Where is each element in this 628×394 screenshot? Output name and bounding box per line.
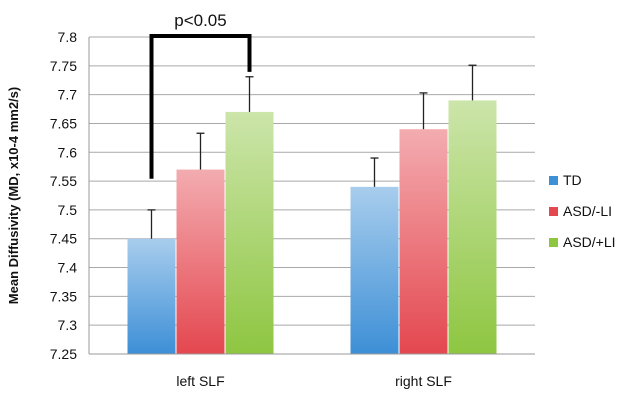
bar-asd-li-1 (399, 129, 448, 354)
legend-label: ASD/+LI (563, 234, 616, 250)
legend: TD ASD/-LI ASD/+LI (549, 172, 616, 250)
x-category-label: right SLF (395, 373, 452, 389)
y-tick-label: 7.25 (50, 346, 77, 362)
y-tick-label: 7.4 (58, 260, 78, 276)
x-axis-labels: left SLF right SLF (176, 373, 452, 389)
legend-label: TD (563, 172, 582, 188)
bar-td-1 (350, 186, 399, 354)
y-tick-label: 7.8 (58, 29, 78, 45)
y-tick-label: 7.3 (58, 317, 78, 333)
legend-label: ASD/-LI (563, 203, 612, 219)
y-tick-label: 7.5 (58, 202, 78, 218)
error-bars (147, 64, 477, 239)
y-tick-label: 7.55 (50, 173, 77, 189)
significance-label: p<0.05 (174, 11, 226, 30)
bracket-line (149, 34, 252, 179)
x-category-label: left SLF (176, 373, 224, 389)
legend-swatch (549, 207, 558, 216)
y-axis-ticks: 7.25 7.3 7.35 7.4 7.45 7.5 7.55 7.6 7.65 7.7 7.75 7… (50, 29, 77, 362)
y-tick-label: 7.75 (50, 58, 77, 74)
bars (127, 100, 497, 355)
legend-swatch (549, 238, 558, 247)
y-tick-label: 7.65 (50, 115, 77, 131)
bar-asd-li-1 (448, 100, 497, 355)
legend-swatch (549, 176, 558, 185)
y-axis-label: Mean Diffusivity (MD, x10-4 mm2/s) (6, 87, 21, 304)
bar-asd-li-0 (176, 169, 225, 354)
y-tick-label: 7.6 (58, 144, 78, 160)
bar-td-0 (127, 238, 176, 354)
y-tick-label: 7.7 (58, 87, 78, 103)
y-tick-label: 7.35 (50, 288, 77, 304)
significance-bracket: p<0.05 (149, 11, 252, 179)
bar-asd-li-0 (225, 111, 274, 354)
y-tick-label: 7.45 (50, 231, 77, 247)
